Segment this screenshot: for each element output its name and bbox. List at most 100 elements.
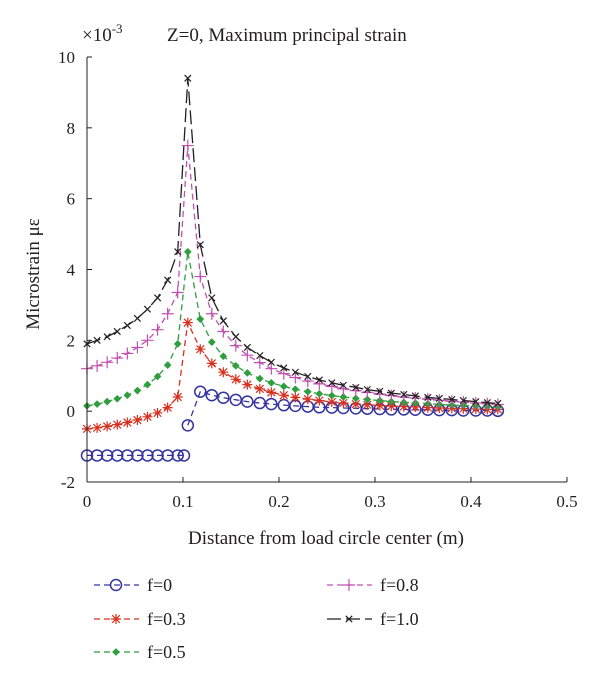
multiplier-exponent: -3: [112, 21, 123, 36]
data-point: [304, 372, 312, 381]
data-point: [243, 343, 251, 352]
data-point: [141, 334, 154, 347]
data-point: [385, 389, 398, 402]
data-point: [131, 449, 144, 462]
data-point: [435, 394, 443, 403]
data-point: [171, 449, 184, 462]
data-point: [162, 402, 173, 413]
data-point: [218, 367, 229, 378]
data-point: [266, 387, 277, 398]
data-point: [291, 385, 300, 394]
series-f=0.8: [81, 139, 504, 411]
data-point: [254, 383, 265, 394]
data-point: [196, 315, 205, 324]
data-point: [112, 419, 123, 430]
data-point: [267, 378, 276, 387]
data-point: [433, 394, 446, 407]
data-point: [491, 398, 504, 411]
legend-label: f=0.3: [147, 609, 186, 629]
data-point: [350, 399, 361, 410]
data-point: [409, 392, 422, 405]
data-point: [445, 395, 458, 408]
data-point: [373, 388, 386, 401]
data-point: [424, 393, 432, 401]
data-point: [177, 449, 191, 462]
y-tick-label: 8: [67, 119, 76, 138]
data-point: [182, 317, 193, 328]
legend-marker: [109, 578, 123, 592]
data-point: [102, 421, 113, 432]
data-point: [289, 371, 302, 384]
data-point: [472, 397, 480, 406]
y-tick-label: 0: [67, 402, 76, 421]
data-point: [92, 422, 103, 433]
data-point: [315, 389, 324, 398]
data-point: [143, 380, 152, 389]
data-point: [194, 385, 207, 398]
data-point: [352, 383, 360, 392]
data-point: [113, 327, 121, 336]
data-point: [256, 351, 264, 360]
data-point: [183, 247, 192, 256]
data-point: [151, 323, 164, 336]
data-point: [121, 449, 134, 462]
data-point: [328, 379, 336, 387]
data-point: [152, 407, 163, 418]
data-point: [131, 341, 144, 354]
legend-label: f=0.8: [380, 575, 419, 595]
data-point: [265, 362, 278, 375]
data-point: [143, 305, 152, 313]
data-point: [494, 399, 502, 407]
legend-item: f=0.8: [327, 575, 419, 595]
data-point: [121, 347, 134, 360]
x-tick-label: 0.5: [556, 492, 577, 511]
data-point: [265, 397, 278, 411]
data-point: [375, 396, 384, 405]
data-point: [326, 396, 337, 407]
series-f=0.3: [82, 317, 503, 434]
legend-item: f=1.0: [327, 609, 419, 629]
data-point: [93, 400, 102, 409]
y-axis-label: Microstrain με: [23, 218, 44, 330]
series-f=1.0: [83, 74, 502, 407]
data-point: [101, 356, 114, 369]
data-point: [411, 392, 419, 400]
data-point: [241, 349, 254, 362]
x-tick-label: 0.2: [268, 492, 289, 511]
data-point: [230, 374, 241, 385]
data-point: [122, 417, 133, 428]
data-point: [361, 386, 374, 399]
data-point: [205, 307, 218, 320]
data-point: [161, 307, 174, 320]
data-point: [278, 390, 289, 401]
data-point: [208, 294, 216, 302]
axes-layer: 0 0.1 0.2 0.3 0.4 0.5 -2 0 2 4 6 8 10: [58, 48, 578, 511]
data-point: [90, 449, 104, 462]
data-point: [448, 395, 456, 404]
data-point: [229, 393, 243, 407]
series-layer: [80, 74, 505, 462]
data-point: [151, 449, 164, 462]
data-point: [280, 364, 288, 372]
legend-item: f=0.3: [94, 609, 186, 629]
data-point: [133, 386, 142, 395]
data-point: [217, 391, 230, 404]
data-point: [481, 397, 494, 410]
data-point: [314, 395, 325, 406]
y-tick-label: -2: [61, 473, 75, 492]
y-tick-label: 2: [67, 331, 76, 350]
legend-marker: [111, 614, 121, 624]
data-point: [469, 397, 482, 410]
data-point: [132, 415, 143, 426]
data-point: [103, 333, 111, 341]
legend-item: f=0: [94, 575, 172, 595]
data-point: [421, 393, 434, 406]
data-point: [339, 381, 347, 389]
legend-marker: [345, 615, 353, 623]
data-point: [196, 241, 204, 249]
legend-label: f=0: [147, 575, 172, 595]
data-point: [181, 139, 194, 152]
data-point: [291, 368, 299, 376]
data-point: [229, 339, 242, 352]
